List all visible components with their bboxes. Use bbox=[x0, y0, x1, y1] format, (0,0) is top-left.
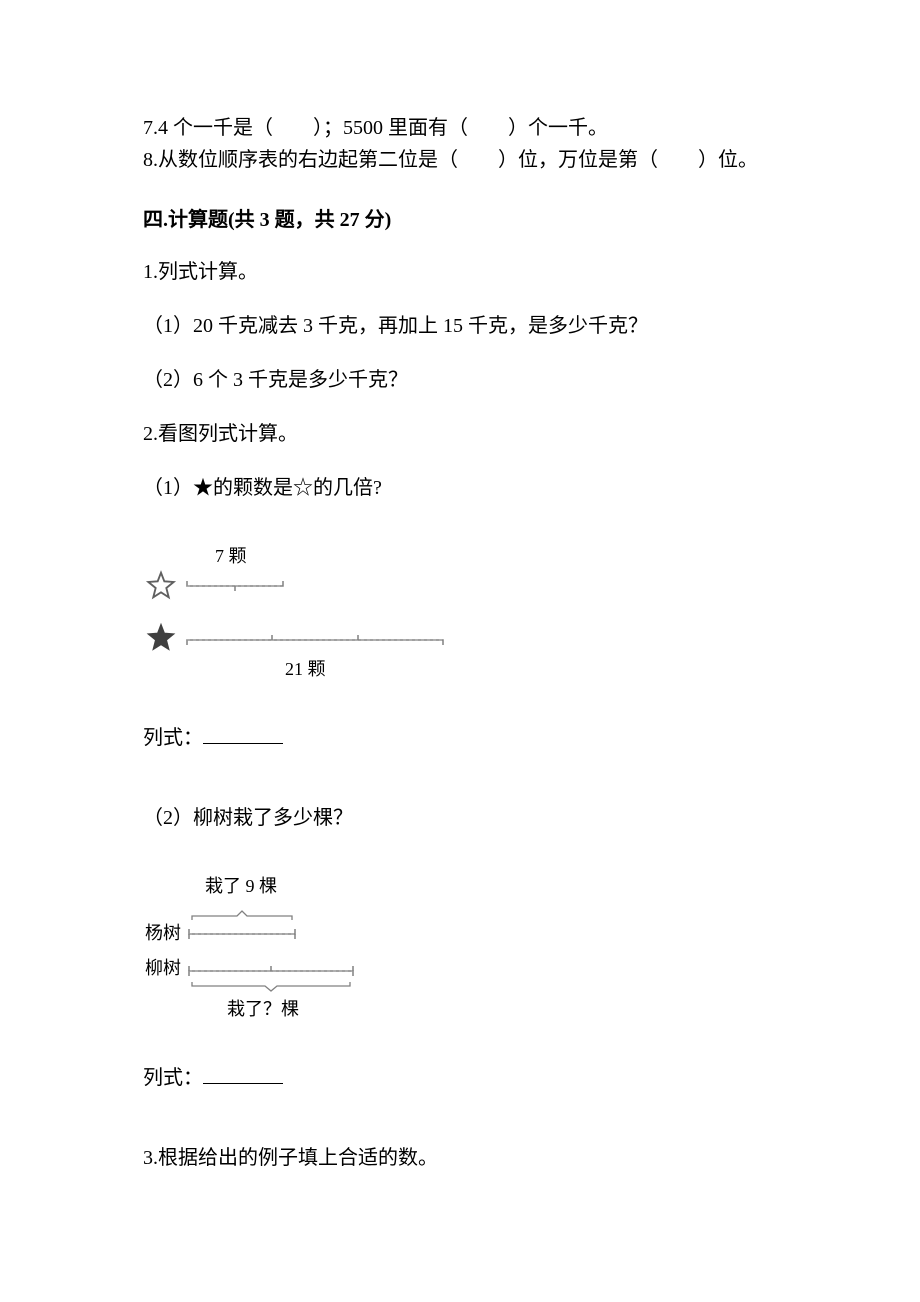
d1-top-label: 7 颗 bbox=[215, 543, 455, 570]
d2-bracket-bar-bottom bbox=[187, 964, 355, 978]
answer-prefix-2: 列式： bbox=[143, 1067, 203, 1089]
d1-bottom-label: 21 颗 bbox=[285, 656, 455, 683]
s4-q1-2: （2）6 个 3 千克是多少千克？ bbox=[143, 365, 790, 395]
answer-line-2: 列式： bbox=[143, 1063, 790, 1093]
d2-row-1: 杨树 bbox=[145, 920, 375, 947]
d2-bottom-small-bracket bbox=[187, 982, 355, 994]
answer-prefix-1: 列式： bbox=[143, 727, 203, 749]
s4-q3: 3.根据给出的例子填上合适的数。 bbox=[143, 1143, 790, 1173]
d1-row-2 bbox=[145, 622, 455, 654]
d2-label-1: 杨树 bbox=[145, 920, 187, 947]
d2-row-2: 柳树 bbox=[145, 955, 375, 982]
d2-top-label: 栽了 9 棵 bbox=[205, 873, 375, 900]
blank-1 bbox=[203, 743, 283, 744]
diagram-trees: 栽了 9 棵 杨树 柳树 栽了？棵 bbox=[145, 873, 375, 1023]
s4-q2: 2.看图列式计算。 bbox=[143, 419, 790, 449]
d2-bottom-label: 栽了？棵 bbox=[227, 996, 375, 1023]
star-solid-icon bbox=[145, 622, 177, 654]
star-outline-icon bbox=[145, 570, 177, 602]
s4-q1: 1.列式计算。 bbox=[143, 257, 790, 287]
d2-label-2: 柳树 bbox=[145, 955, 187, 982]
s4-q2-2: （2）柳树栽了多少棵？ bbox=[143, 803, 790, 833]
d1-bracket-top bbox=[185, 579, 285, 593]
diagram-stars: 7 颗 21 颗 bbox=[145, 543, 455, 683]
d2-top-small-bracket bbox=[187, 908, 297, 920]
d2-bracket-bar-top bbox=[187, 927, 297, 941]
question-7: 7.4 个一千是（ ）；5500 里面有（ ）个一千。 bbox=[143, 113, 790, 143]
s4-q2-1: （1）★的颗数是☆的几倍? bbox=[143, 473, 790, 503]
section-4-title: 四.计算题(共 3 题，共 27 分) bbox=[143, 205, 790, 235]
d1-bracket-bottom bbox=[185, 633, 445, 647]
s4-q1-1: （1）20 千克减去 3 千克，再加上 15 千克，是多少千克？ bbox=[143, 311, 790, 341]
answer-line-1: 列式： bbox=[143, 723, 790, 753]
d1-row-1 bbox=[145, 570, 455, 602]
question-8: 8.从数位顺序表的右边起第二位是（ ）位，万位是第（ ）位。 bbox=[143, 145, 790, 175]
blank-2 bbox=[203, 1083, 283, 1084]
